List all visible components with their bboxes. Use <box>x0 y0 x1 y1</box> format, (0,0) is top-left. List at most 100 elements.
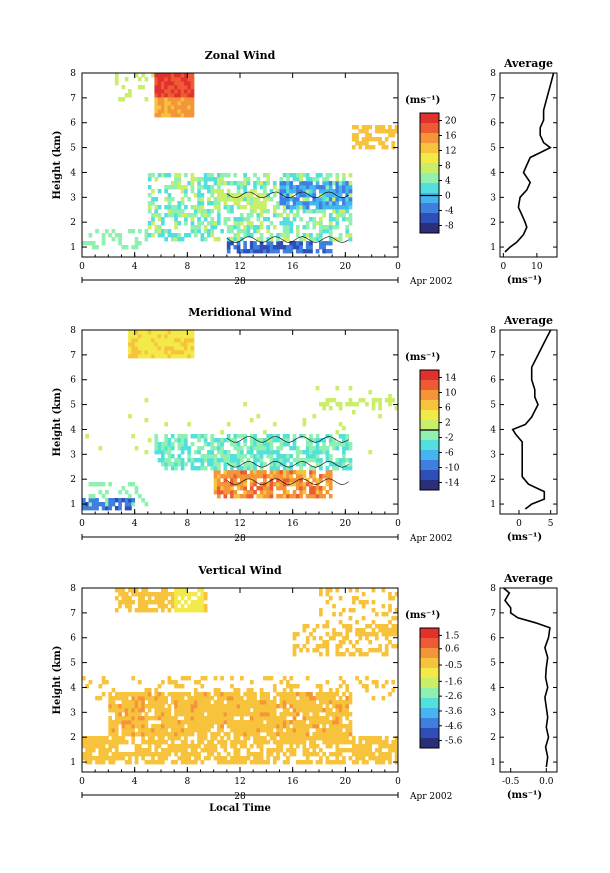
heatmap-cell <box>240 720 244 725</box>
heatmap-cell <box>134 354 139 359</box>
heatmap-cell <box>108 724 113 729</box>
heatmap-cell <box>200 185 205 190</box>
heatmap-cell <box>240 197 244 202</box>
heatmap-cell <box>105 506 109 511</box>
heatmap-cell <box>328 181 333 186</box>
colorbar-tick-label: 2 <box>445 419 451 429</box>
heatmap-cell <box>279 470 284 475</box>
heatmap-cell <box>328 478 333 483</box>
heatmap-cell <box>378 624 382 629</box>
heatmap-cell <box>157 105 162 110</box>
heatmap-cell <box>108 506 113 511</box>
heatmap-cell <box>167 338 172 343</box>
heatmap-cell <box>220 430 224 435</box>
x-tick-label: 4 <box>132 519 138 529</box>
heatmap-cell <box>368 450 373 455</box>
heatmap-cell <box>134 486 139 491</box>
heatmap-cell <box>134 692 139 697</box>
heatmap-cell <box>342 466 346 471</box>
heatmap-cell <box>164 466 168 471</box>
heatmap-cell <box>335 692 340 697</box>
heatmap-cell <box>345 217 350 222</box>
heatmap-cell <box>249 478 254 483</box>
heatmap-cell <box>243 193 247 198</box>
heatmap-cell <box>286 748 290 753</box>
heatmap-cell <box>279 454 284 459</box>
colorbar-tick-label: 20 <box>445 117 457 127</box>
heatmap-cell <box>276 474 280 479</box>
heatmap-cell <box>286 490 290 495</box>
heatmap-cell <box>325 592 330 597</box>
heatmap-cell <box>338 696 343 701</box>
heatmap-cell <box>180 462 185 467</box>
heatmap-cell <box>384 145 389 150</box>
heatmap-cell <box>243 740 247 745</box>
heatmap-cell <box>95 506 99 511</box>
heatmap-cell <box>299 189 303 194</box>
heatmap-cell <box>180 330 185 335</box>
heatmap-cell <box>164 732 168 737</box>
heatmap-cell <box>85 752 89 757</box>
heatmap-cell <box>361 604 366 609</box>
heatmap-cell <box>220 181 224 186</box>
heatmap-cell <box>203 213 208 218</box>
heatmap-cell <box>259 728 264 733</box>
heatmap-cell <box>141 604 145 609</box>
heatmap-cell <box>279 704 284 709</box>
heatmap-cell <box>328 406 333 411</box>
colorbar-frame <box>419 627 440 749</box>
heatmap-cell <box>226 173 231 178</box>
heatmap-cell <box>279 482 284 487</box>
heatmap-cell <box>177 346 182 351</box>
heatmap-cell <box>187 700 192 705</box>
heatmap-cell <box>253 720 257 725</box>
heatmap-cell <box>256 225 261 230</box>
heatmap-cell <box>174 708 178 713</box>
heatmap-cell <box>236 494 241 499</box>
heatmap-cell <box>365 402 369 407</box>
heatmap-cell <box>259 213 264 218</box>
heatmap-cell <box>289 454 294 459</box>
heatmap-cell <box>121 740 126 745</box>
heatmap-cell <box>292 636 297 641</box>
heatmap-cell <box>378 752 382 757</box>
heatmap-cell <box>388 592 392 597</box>
heatmap-cell <box>259 245 264 250</box>
heatmap-cell <box>144 608 149 613</box>
heatmap-cell <box>170 113 175 118</box>
heatmap-cell <box>134 446 139 451</box>
heatmap-cell <box>302 490 307 495</box>
avg-y-tick-label: 4 <box>490 168 496 178</box>
heatmap-cell <box>184 700 188 705</box>
heatmap-cell <box>236 193 241 198</box>
heatmap-cell <box>272 193 277 198</box>
heatmap-cell <box>167 233 172 238</box>
heatmap-cell <box>200 209 205 214</box>
heatmap-cell <box>226 704 231 709</box>
heatmap-cell <box>157 97 162 102</box>
heatmap-cell <box>345 434 350 439</box>
heatmap-cell <box>338 708 343 713</box>
heatmap-cell <box>309 446 313 451</box>
heatmap-cell <box>118 736 122 741</box>
heatmap-cell <box>187 73 192 78</box>
heatmap-cell <box>299 696 303 701</box>
heatmap-cell <box>180 592 185 597</box>
heatmap-cell <box>315 462 320 467</box>
heatmap-cell <box>203 732 208 737</box>
heatmap-cell <box>161 450 165 455</box>
heatmap-cell <box>95 740 99 745</box>
heatmap-cell <box>305 189 310 194</box>
heatmap-cell <box>114 608 119 613</box>
heatmap-cell <box>151 736 155 741</box>
heatmap-cell <box>351 644 356 649</box>
heatmap-cell <box>144 354 149 359</box>
heatmap-cell <box>263 696 267 701</box>
heatmap-cell <box>82 498 86 503</box>
heatmap-cell <box>332 193 336 198</box>
heatmap-cell <box>286 760 290 765</box>
heatmap-cell <box>131 588 136 593</box>
heatmap-cell <box>154 109 159 114</box>
heatmap-cell <box>325 177 330 182</box>
average-frame <box>499 329 558 515</box>
